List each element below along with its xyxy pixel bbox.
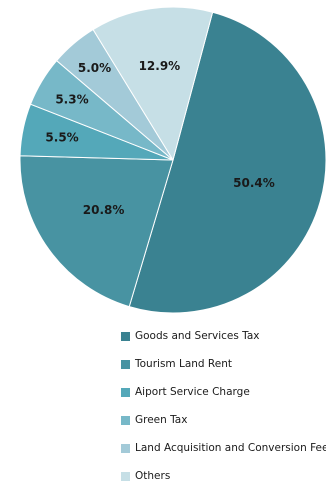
legend-label-6: Others: [135, 470, 171, 482]
legend-swatch-2: [121, 359, 130, 369]
legend-swatch-5: [121, 443, 130, 453]
legend-item-5: Land Acquisition and Conversion Fee: [121, 434, 326, 462]
data-label-2: 20.8%: [83, 203, 125, 217]
legend-swatch-1: [121, 331, 130, 341]
chart-legend: Goods and Services Tax Tourism Land Rent A…: [121, 322, 326, 490]
legend-label-2: Tourism Land Rent: [135, 358, 232, 370]
pie-slices: [19, 6, 326, 314]
pie-slice-1: [128, 11, 326, 314]
legend-item-1: Goods and Services Tax: [121, 322, 326, 350]
legend-item-4: Green Tax: [121, 406, 326, 434]
legend-swatch-6: [121, 471, 130, 481]
data-label-1: 50.4%: [233, 176, 275, 190]
data-label-5: 5.0%: [78, 61, 111, 75]
data-label-4: 5.3%: [55, 92, 88, 106]
legend-label-4: Green Tax: [135, 414, 188, 426]
legend-label-1: Goods and Services Tax: [135, 330, 260, 342]
pie-slice-6: [92, 6, 214, 162]
legend-swatch-4: [121, 415, 130, 425]
legend-label-3: Aiport Service Charge: [135, 386, 250, 398]
legend-item-2: Tourism Land Rent: [121, 350, 326, 378]
legend-label-5: Land Acquisition and Conversion Fee: [135, 442, 326, 454]
legend-item-6: Others: [121, 462, 326, 490]
data-label-3: 5.5%: [45, 130, 78, 144]
legend-swatch-3: [121, 387, 130, 397]
pie-slice-2: [19, 155, 174, 308]
pie-chart: 50.4% 20.8% 5.5% 5.3% 5.0% 12.9%: [19, 6, 326, 314]
legend-item-3: Aiport Service Charge: [121, 378, 326, 406]
data-label-6: 12.9%: [139, 59, 181, 73]
pie-data-labels: 50.4% 20.8% 5.5% 5.3% 5.0% 12.9%: [45, 59, 274, 217]
